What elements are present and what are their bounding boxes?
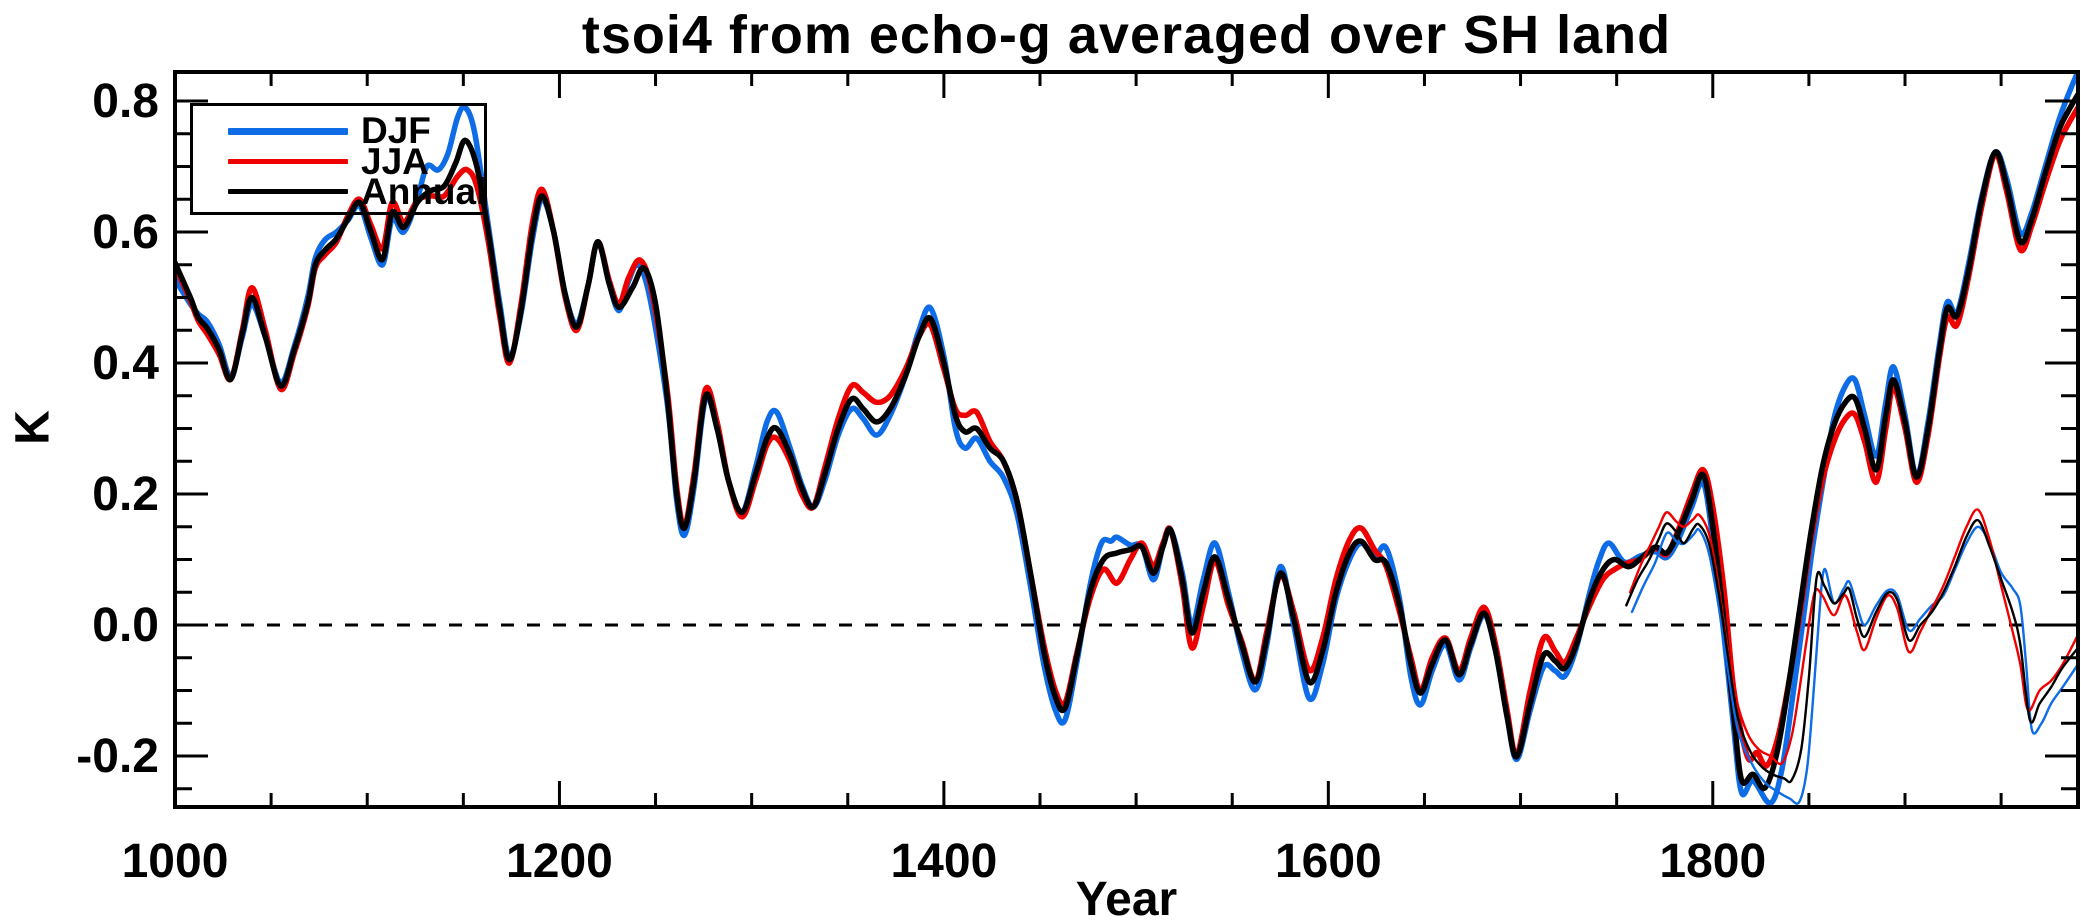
plot-frame (173, 70, 2080, 809)
tick-labels: 1000 1200 1400 1600 1800 0.8 0.6 0.4 0.2 0.0 -0.2 (76, 75, 1766, 888)
legend-item-annual: Annual (193, 173, 486, 210)
series-line-djf-thin-1755-1990 (1630, 525, 2078, 805)
y-tick-label-0.4: 0.4 (92, 337, 159, 390)
x-axis-title: Year (1075, 873, 1178, 924)
y-tick-label--0.2: -0.2 (76, 730, 159, 783)
x-tick-label-1000: 1000 (122, 835, 229, 888)
y-tick-label-0.8: 0.8 (92, 75, 159, 128)
chart-title: tsoi4 from echo-g averaged over SH land (581, 5, 1672, 65)
legend-label-annual: Annual (361, 171, 487, 212)
series-line-annual (175, 91, 2078, 792)
x-tick-label-1400: 1400 (890, 835, 997, 888)
djf-line-swatch (228, 128, 348, 135)
series-line-jja-thin-1755-1990 (1628, 508, 2078, 766)
jja-line-swatch (228, 159, 348, 164)
x-tick-label-1600: 1600 (1275, 835, 1382, 888)
y-tick-label-0.0: 0.0 (92, 599, 159, 652)
y-tick-label-0.6: 0.6 (92, 206, 159, 259)
legend-item-djf: DJF (193, 112, 484, 149)
x-tick-label-1800: 1800 (1659, 835, 1766, 888)
x-tick-label-1200: 1200 (506, 835, 613, 888)
y-tick-label-0.2: 0.2 (92, 468, 159, 521)
legend-label-jja: JJA (361, 141, 429, 182)
y-axis-title: K (6, 410, 60, 445)
axis-ticks (175, 72, 2078, 807)
series-line-annual-thin-1755-1990 (1625, 518, 2078, 784)
annual-line-swatch (228, 189, 348, 194)
legend: DJF JJA Annual (190, 103, 487, 215)
legend-label-djf: DJF (361, 110, 431, 151)
legend-item-jja: JJA (193, 143, 484, 180)
